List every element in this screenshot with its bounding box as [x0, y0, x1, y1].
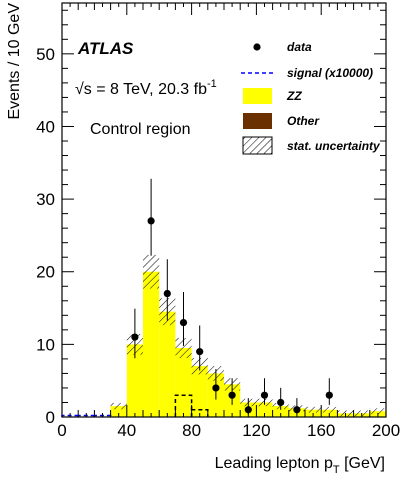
atlas-label: ATLAS [77, 39, 134, 58]
zz-histogram [110, 271, 386, 417]
data-point [179, 318, 188, 327]
region-label: Control region [90, 121, 191, 138]
legend-zz-swatch [243, 88, 272, 104]
legend-uncertainty-label: stat. uncertainty [287, 139, 381, 153]
data-point [131, 333, 139, 341]
zz-bar [159, 311, 176, 417]
uncertainty-bin [369, 408, 386, 415]
x-tick-labels: 0 40 80 120 160 200 [57, 421, 400, 440]
x-tick-label: 200 [372, 421, 400, 440]
data-point [325, 391, 333, 399]
legend-other-swatch [243, 113, 272, 129]
legend-other-label: Other [287, 114, 320, 128]
x-tick-label: 160 [307, 421, 335, 440]
legend: data signal (x10000) ZZ Other stat. unce… [241, 40, 381, 155]
x-tick-label: 120 [242, 421, 270, 440]
x-axis-title: Leading lepton pT [GeV] [215, 455, 385, 476]
uncertainty-bin [110, 402, 127, 410]
zz-bar [143, 271, 160, 417]
data-point [228, 391, 236, 399]
data-point [277, 398, 285, 407]
y-tick-label: 10 [36, 335, 55, 354]
data-point [147, 217, 155, 225]
zz-bar [191, 366, 208, 417]
uncertainty-bin [175, 337, 192, 359]
energy-lumi-label: √s = 8 TeV, 20.3 fb-1 [75, 78, 217, 98]
data-point [212, 384, 220, 392]
x-tick-label: 80 [182, 421, 201, 440]
y-tick-label: 40 [36, 117, 55, 136]
x-tick-label: 40 [117, 421, 136, 440]
legend-data-label: data [287, 40, 312, 54]
y-tick-labels: 0 10 20 30 40 50 [36, 45, 55, 427]
data-point [293, 406, 301, 414]
zz-bar [126, 344, 143, 417]
legend-uncertainty-swatch [242, 136, 273, 155]
data-point [196, 348, 204, 356]
zz-bar [175, 348, 192, 417]
uncertainty-bin [143, 254, 160, 289]
uncertainty-bin [321, 406, 338, 413]
y-tick-label: 50 [36, 45, 55, 64]
y-tick-label: 20 [36, 263, 55, 282]
axis-ticks [61, 3, 387, 418]
data-point [163, 289, 171, 298]
legend-data-marker [253, 43, 261, 51]
x-tick-label: 0 [57, 421, 66, 440]
data-point [260, 391, 269, 399]
legend-signal-label: signal (x10000) [287, 66, 373, 80]
data-points [131, 178, 333, 415]
legend-zz-label: ZZ [286, 89, 302, 103]
zz-bar [110, 406, 127, 417]
y-tick-label: 0 [46, 408, 55, 427]
y-axis-title: Events / 10 GeV [6, 3, 23, 120]
y-tick-label: 30 [36, 190, 55, 209]
data-point [244, 406, 252, 414]
zz-bar [272, 406, 289, 417]
uncertainty-bin [305, 406, 322, 413]
signal-bin [174, 394, 193, 417]
